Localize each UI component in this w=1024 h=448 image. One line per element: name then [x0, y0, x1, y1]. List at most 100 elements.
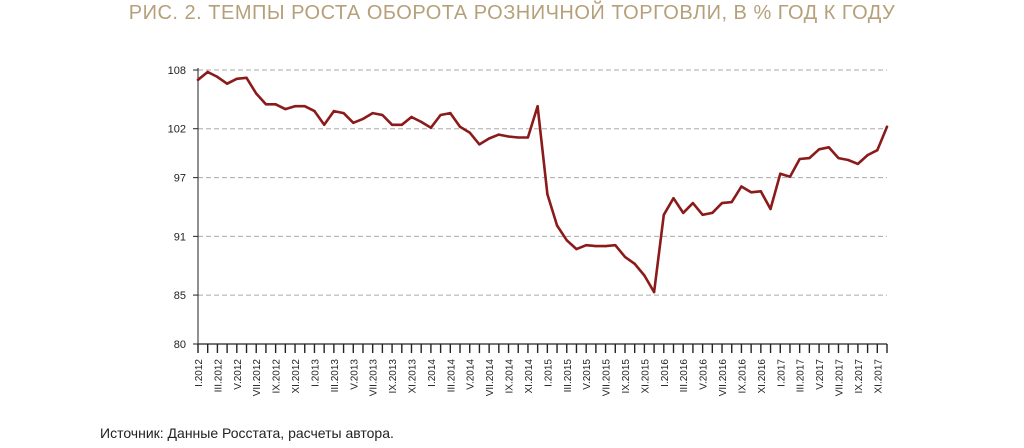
- figure-title: РИС. 2. ТЕМПЫ РОСТА ОБОРОТА РОЗНИЧНОЙ ТО…: [128, 2, 896, 24]
- data-point: [390, 123, 394, 127]
- data-point: [400, 123, 403, 127]
- data-point: [468, 131, 471, 134]
- x-tick-label: XI.2017: [873, 359, 884, 394]
- data-point: [846, 158, 850, 162]
- x-tick-label: III.2016: [679, 359, 690, 393]
- data-point: [196, 78, 200, 81]
- x-tick-label: I.2015: [543, 359, 554, 387]
- x-tick-label: I.2013: [310, 359, 321, 387]
- data-point: [458, 125, 462, 128]
- data-point: [885, 125, 889, 128]
- data-point: [788, 175, 792, 178]
- data-point: [371, 111, 374, 115]
- data-point: [691, 201, 695, 205]
- data-point: [284, 107, 287, 111]
- data-point: [342, 111, 345, 115]
- data-point: [332, 109, 336, 113]
- y-tick-label: 102: [168, 124, 186, 136]
- data-point: [798, 157, 801, 161]
- data-point: [303, 105, 306, 108]
- data-point: [740, 185, 743, 188]
- data-point: [866, 153, 869, 157]
- data-point: [730, 200, 733, 204]
- data-point: [245, 76, 248, 80]
- y-tick-label: 108: [168, 65, 186, 77]
- data-point: [749, 191, 753, 194]
- x-tick-label: III.2013: [330, 359, 341, 393]
- grid-lines: [198, 69, 887, 296]
- data-point: [352, 121, 355, 125]
- source-note: Источник: Данные Росстата, расчеты автор…: [100, 425, 394, 441]
- data-point: [439, 113, 442, 117]
- data-point: [662, 213, 666, 217]
- data-point: [575, 247, 578, 251]
- data-point: [672, 196, 675, 200]
- data-point: [643, 274, 646, 277]
- x-tick-label: XI.2015: [640, 359, 651, 394]
- data-point: [565, 239, 568, 242]
- data-point: [410, 115, 413, 119]
- x-tick-label: V.2015: [582, 359, 593, 390]
- x-tick-label: IX.2012: [272, 359, 283, 394]
- data-point: [264, 103, 268, 106]
- data-point: [216, 75, 219, 79]
- data-point: [779, 172, 782, 175]
- data-point: [594, 244, 598, 248]
- x-tick-label: IX.2016: [737, 359, 748, 394]
- data-point: [555, 224, 559, 227]
- y-tick-labels: 80 85 91 97 102 108: [168, 65, 186, 351]
- x-tick-label: VII.2013: [369, 359, 380, 397]
- data-point: [478, 143, 481, 146]
- data-point: [769, 207, 772, 211]
- x-tick-label: XI.2012: [291, 359, 302, 394]
- data-point: [584, 243, 588, 247]
- x-tick-label: VII.2017: [834, 359, 845, 397]
- data-point: [652, 290, 656, 294]
- x-tick-label: XI.2013: [407, 359, 418, 394]
- data-point: [381, 113, 384, 117]
- data-point: [206, 70, 209, 74]
- data-point: [817, 148, 821, 151]
- data-point: [701, 213, 704, 217]
- x-tick-label: XI.2014: [524, 359, 535, 394]
- series-line: [196, 70, 889, 294]
- data-point: [711, 211, 714, 215]
- data-point: [623, 255, 627, 259]
- x-tick-label: III.2014: [446, 359, 457, 393]
- data-point: [604, 244, 607, 248]
- x-tick-label: XI.2016: [757, 359, 768, 394]
- data-point: [526, 136, 530, 139]
- data-point: [546, 193, 549, 196]
- data-point: [827, 146, 830, 149]
- data-point: [497, 133, 501, 136]
- axes: [193, 68, 888, 353]
- y-tick-label: 97: [174, 173, 186, 185]
- data-point: [517, 136, 520, 139]
- data-point: [313, 109, 316, 113]
- x-tick-labels: I.2012 III.2012 V.2012 VII.2012 IX.2012 XI.20…: [194, 359, 884, 397]
- data-point: [759, 190, 763, 193]
- x-tick-label: III.2017: [796, 359, 807, 393]
- x-tick-label: IX.2017: [854, 359, 865, 394]
- data-point: [225, 82, 229, 85]
- data-point: [808, 156, 811, 160]
- x-tick-label: V.2014: [466, 359, 477, 390]
- x-tick-label: I.2016: [660, 359, 671, 387]
- series-layer: [196, 70, 889, 294]
- data-point: [235, 77, 239, 81]
- x-tick-label: VII.2015: [602, 359, 613, 397]
- x-tick-label: III.2015: [563, 359, 574, 393]
- data-point: [449, 111, 452, 115]
- data-point: [419, 120, 423, 124]
- x-tick-label: V.2016: [699, 359, 710, 390]
- x-tick-label: V.2013: [349, 359, 360, 390]
- data-point: [856, 162, 860, 166]
- data-point: [487, 137, 491, 140]
- data-point: [322, 123, 326, 127]
- y-tick-label: 80: [174, 339, 186, 351]
- data-point: [293, 105, 297, 108]
- x-tick-label: VII.2016: [718, 359, 729, 397]
- x-tick-label: VII.2012: [252, 359, 263, 397]
- x-tick-label: IX.2014: [505, 359, 516, 394]
